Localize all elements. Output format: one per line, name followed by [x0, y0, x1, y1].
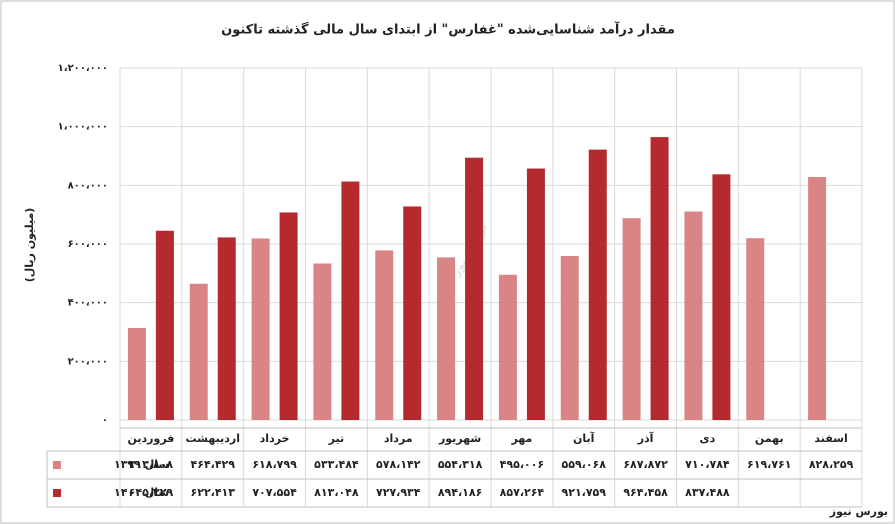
legend-swatch: [53, 461, 61, 469]
y-tick-label: ٠: [102, 415, 108, 426]
source-label: بورس نیوز: [829, 505, 888, 518]
bar: [251, 238, 270, 420]
bar: [189, 283, 208, 420]
x-tick-label: تیر: [328, 432, 344, 445]
bar: [217, 237, 236, 420]
data-label: ۵۵۹،۰۶۸: [562, 458, 607, 471]
data-label: ۵۵۴،۳۱۸: [438, 458, 483, 471]
bar: [622, 218, 641, 420]
y-tick-label: ۴۰۰،۰۰۰: [68, 298, 108, 309]
bar: [498, 274, 517, 420]
bar: [808, 177, 827, 420]
legend-swatch: [53, 489, 61, 497]
y-tick-label: ۲۰۰،۰۰۰: [68, 356, 108, 367]
data-label: ۵۷۸،۱۴۲: [376, 458, 421, 471]
data-label: ۶۱۸،۷۹۹: [252, 458, 297, 471]
data-label: ۷۱۰،۷۸۴: [685, 458, 730, 471]
bar: [437, 257, 456, 420]
data-label: ۷۰۷،۵۵۴: [252, 486, 297, 499]
chart-title: مقدار درآمد شناسایی‌شده "غفارس" از ابتدا…: [221, 21, 675, 38]
data-label: ۳۱۳،۸۰۸: [129, 458, 174, 471]
data-label: ۶۴۵،۲۲۹: [129, 486, 174, 499]
x-tick-label: خرداد: [260, 432, 290, 445]
bar: [712, 174, 731, 420]
bar: [560, 256, 579, 420]
bar: [403, 206, 422, 420]
x-tick-label: آبان: [573, 431, 595, 445]
x-tick-label: شهریور: [438, 432, 481, 445]
data-label: ۹۲۱،۷۵۹: [562, 486, 607, 499]
data-label: ۸۲۸،۲۵۹: [809, 458, 854, 471]
data-label: ۶۱۹،۷۶۱: [747, 458, 791, 471]
x-tick-label: اردیبهشت: [186, 432, 240, 445]
legend-label: سال ۱۳۹۹: [114, 458, 169, 471]
data-label: ۴۹۵،۰۰۶: [500, 458, 544, 471]
x-tick-label: اسفند: [814, 432, 847, 445]
bar: [279, 212, 298, 420]
bar: [684, 211, 703, 420]
bar: [588, 149, 607, 420]
y-axis-label: (میلیون ریال): [23, 208, 36, 283]
y-tick-label: ۶۰۰،۰۰۰: [68, 239, 108, 250]
legend-label: سال ۱۴۰۰: [114, 486, 169, 499]
x-tick-label: فروردین: [127, 432, 174, 445]
bar: [155, 230, 174, 420]
data-label: ۸۳۷،۴۸۸: [685, 486, 730, 499]
x-tick-label: دی: [700, 432, 716, 445]
data-label: ۸۱۳،۰۴۸: [314, 486, 359, 499]
data-label: ۸۹۴،۱۸۶: [438, 486, 482, 499]
data-label: ۴۶۴،۴۲۹: [191, 458, 236, 471]
x-tick-label: آذر: [637, 431, 654, 445]
bar: [650, 137, 669, 420]
data-label: ۶۲۲،۴۱۳: [191, 486, 236, 499]
bar: [127, 327, 146, 420]
bar: [375, 250, 394, 420]
bar: [341, 181, 360, 420]
data-label: ۷۲۷،۹۳۴: [376, 486, 421, 499]
y-tick-label: ۱،۲۰۰،۰۰۰: [58, 63, 108, 74]
data-label: ۹۶۴،۴۵۸: [623, 486, 668, 499]
bar: [465, 157, 484, 420]
x-tick-label: مهر: [510, 432, 532, 445]
x-tick-label: مرداد: [384, 432, 413, 445]
y-tick-label: ۸۰۰،۰۰۰: [68, 180, 108, 191]
bar: [526, 168, 545, 420]
data-label: ۵۳۳،۴۸۴: [314, 458, 359, 471]
y-tick-label: ۱،۰۰۰،۰۰۰: [58, 122, 108, 133]
bar: [746, 238, 765, 420]
x-tick-label: بهمن: [755, 432, 784, 445]
data-label: ۶۸۷،۸۷۲: [623, 458, 668, 471]
data-label: ۸۵۷،۲۶۴: [500, 486, 545, 499]
bar: [313, 263, 332, 420]
